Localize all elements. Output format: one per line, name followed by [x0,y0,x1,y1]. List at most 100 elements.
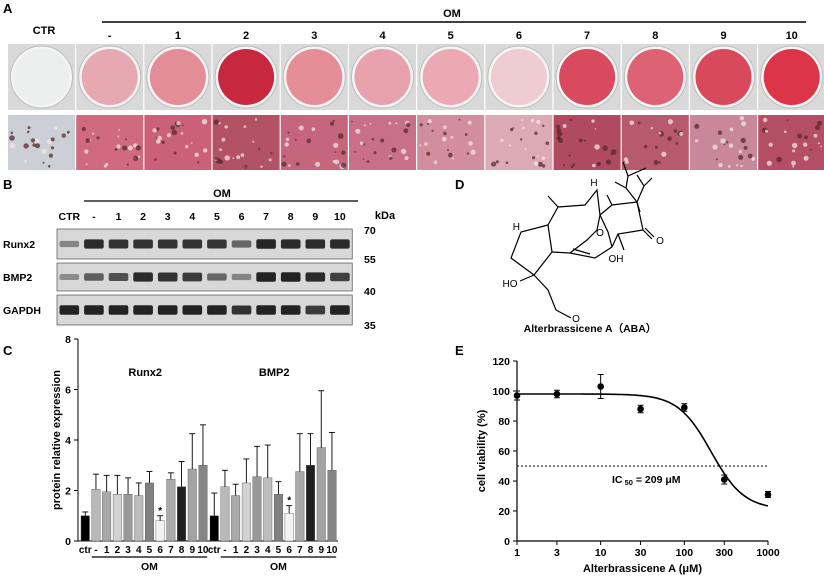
e-x-tick-label: 1000 [756,547,780,559]
tile-speck [213,119,219,125]
c-bar [306,465,315,542]
tile-speck [340,162,347,168]
tile-speck [9,142,16,149]
tile-speck [203,148,208,153]
e-y-tick-label: 60 [498,446,510,458]
tile-speck [389,156,393,160]
e-x-axis-label: Alterbrassicene A (μM) [583,563,702,575]
dish-stain [13,49,70,105]
blot-band [330,239,350,249]
panel-c-letter: C [3,343,13,358]
blot-marker: 35 [364,320,376,332]
tile-speck [406,122,411,128]
tile-speck [442,137,447,142]
blot-lane-label: 6 [239,211,245,223]
e-data-point [637,405,644,413]
tile-speck [505,161,509,164]
blot-band [305,305,326,315]
tile-speck [661,151,667,157]
tile-speck [156,127,160,131]
tile-speck [270,152,273,155]
tile-speck [725,141,729,144]
tile-speck [467,120,472,125]
tile-speck [284,142,289,147]
tile-speck [50,137,55,142]
blot-band [84,305,104,315]
tile-speck [650,127,653,130]
tile-speck [541,164,546,168]
tile-speck [723,143,726,146]
c-x-tick-label: ctr [208,545,221,556]
c-bar [112,494,122,542]
tile-speck [450,136,454,139]
tile-speck [679,131,684,137]
c-x-tick-label: 8 [179,545,185,556]
c-x-tick-label: 2 [115,545,121,556]
tile-speck [718,162,723,168]
blot-band [59,305,80,315]
tile-speck [103,164,107,168]
e-y-axis-label: cell viability (%) [476,409,488,492]
tile-speck [281,161,287,167]
tile-speck [194,152,199,157]
tile-speck [180,132,184,135]
tile-speck [122,145,128,151]
tile-speck [594,128,597,130]
c-x-tick-label: 7 [297,545,303,556]
tile-speck [81,126,86,132]
tile-speck [190,142,193,144]
tile-speck [786,119,789,122]
tile-speck [137,155,141,159]
c-bar [91,489,101,542]
e-y-tick-label: 100 [492,386,510,398]
tile-speck [791,160,796,166]
blot-band [59,240,80,248]
c-x-tick-label: 5 [147,545,153,556]
dish-stain [218,49,275,105]
tile-speck [817,120,823,126]
tile-speck [510,128,514,132]
tile-speck [458,118,461,121]
blot-band [182,239,203,249]
tile-speck [176,121,181,126]
c-bar [316,447,326,542]
tile-speck [500,138,504,142]
blot-band [256,272,276,282]
tile-speck [334,151,337,153]
molecule-atom-o-ether: O [572,314,580,325]
tile-speck [380,138,385,143]
tile-speck [533,161,539,166]
tile-speck [127,145,133,151]
tile-speck [521,119,524,122]
tile-speck [46,139,53,145]
tile-speck [85,138,90,143]
c-bar [327,470,337,542]
tile-speck [680,130,683,133]
tile-speck [34,138,40,145]
c-bar [220,486,230,542]
tile-speck [555,124,561,129]
tile-speck [254,118,258,121]
tile-speck [170,125,176,130]
tile-speck [125,138,128,141]
tile-speck [337,133,344,139]
c-group-title: Runx2 [128,367,162,379]
tile-speck [464,133,468,136]
panel-a-column-label: 7 [584,30,590,42]
tile-speck [351,120,353,123]
micrograph-tile [8,115,75,170]
molecule-atom-h-left: H [513,222,520,233]
tile-speck [258,147,261,150]
tile-speck [84,149,89,154]
tile-speck [219,148,222,152]
tile-speck [740,137,746,143]
tile-speck [738,150,743,154]
tile-speck [495,160,499,164]
tile-speck [214,157,218,161]
e-x-tick-label: 300 [715,547,733,559]
blot-lane-label: 8 [288,211,294,223]
tile-speck [536,155,539,158]
tile-speck [236,155,241,160]
tile-speck [570,165,574,169]
tile-speck [132,155,139,161]
